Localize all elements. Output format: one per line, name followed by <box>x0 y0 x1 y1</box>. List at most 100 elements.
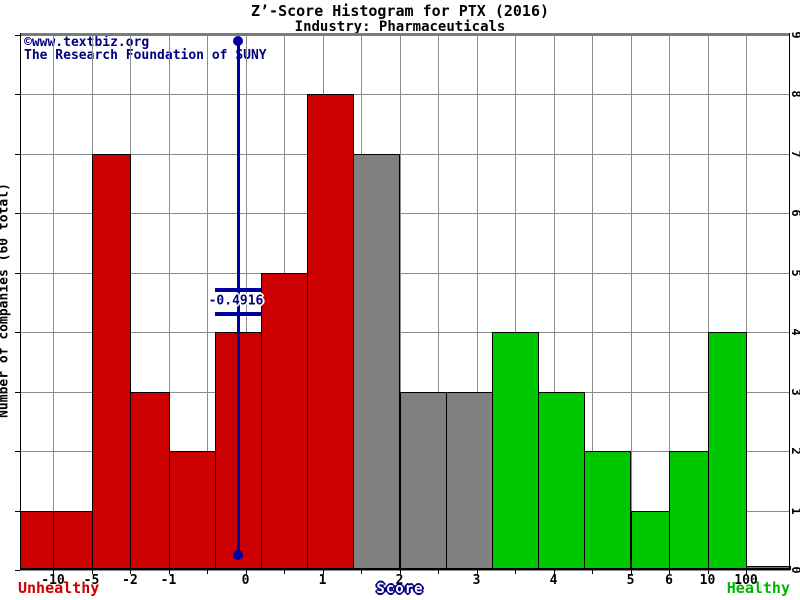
y-axis-title: Number of companies (60 total) <box>0 183 12 418</box>
x-tick-label: -2 <box>122 573 138 588</box>
gridline-vertical <box>630 35 632 570</box>
y-axis-tick <box>15 391 20 393</box>
gridline-vertical <box>553 35 555 570</box>
gridline-vertical <box>438 35 439 570</box>
gridline-horizontal <box>20 94 790 96</box>
histogram-bar <box>669 451 709 570</box>
unhealthy-label: Unhealthy <box>18 579 100 597</box>
x-axis-tick <box>399 570 401 574</box>
x-tick-label: 100 <box>734 573 758 588</box>
histogram-bar <box>353 154 401 570</box>
x-axis-tick <box>130 570 131 574</box>
x-axis-tick <box>707 570 709 574</box>
y-axis-left <box>20 33 21 570</box>
histogram-bar <box>538 392 586 570</box>
x-tick-label: -10 <box>41 573 65 588</box>
healthy-label: Healthy <box>726 579 790 597</box>
score-marker-value-label: -0.4916 <box>208 293 264 309</box>
y-axis-tick <box>15 35 20 36</box>
histogram-bar <box>130 392 170 570</box>
x-axis-tick <box>53 570 54 574</box>
x-axis-tick <box>515 570 516 574</box>
watermark-foundation: The Research Foundation of SUNY <box>24 48 267 63</box>
x-tick-label: 1 <box>318 573 327 588</box>
x-tick-label: 0 <box>241 573 250 588</box>
y-tick-label: 1 <box>789 507 800 514</box>
x-axis-bottom <box>20 568 790 570</box>
histogram-bar <box>399 392 447 570</box>
x-axis-tick <box>207 570 208 574</box>
x-axis-tick <box>168 570 170 574</box>
gridline-horizontal <box>20 272 790 274</box>
x-axis-tick <box>476 570 478 574</box>
plot-top-border <box>20 33 790 36</box>
x-axis-tick <box>746 570 747 574</box>
gridline-horizontal <box>20 153 790 155</box>
gridline-vertical <box>669 35 670 570</box>
score-marker-top-dot <box>233 36 243 46</box>
y-tick-label: 5 <box>789 269 800 276</box>
x-tick-label: 4 <box>549 573 558 588</box>
x-axis-tick <box>553 570 555 574</box>
x-axis-tick <box>322 570 324 574</box>
x-tick-label: 3 <box>472 573 481 588</box>
x-tick-label: 6 <box>665 573 673 588</box>
histogram-bar <box>630 511 670 570</box>
histogram-bar <box>307 94 355 570</box>
watermark-copyright: ©www.textbiz.org <box>24 35 150 50</box>
histogram-bar <box>584 451 632 570</box>
score-marker-line <box>237 40 240 555</box>
y-tick-label: 0 <box>789 566 800 573</box>
y-axis-tick <box>15 94 20 96</box>
x-axis-title: Score <box>376 581 424 597</box>
histogram-bar <box>168 451 216 570</box>
histogram-bar <box>707 332 747 570</box>
score-marker-crossbar <box>215 312 261 316</box>
gridline-vertical <box>245 35 247 570</box>
histogram-bar <box>445 392 493 570</box>
gridline-vertical <box>746 35 747 570</box>
x-axis-tick <box>361 570 362 574</box>
x-axis-tick <box>592 570 593 574</box>
y-tick-label: 4 <box>789 329 800 336</box>
gridline-vertical <box>592 35 593 570</box>
x-axis-tick <box>438 570 439 574</box>
gridline-vertical <box>476 35 478 570</box>
gridline-horizontal <box>20 332 790 334</box>
x-tick-label: 2 <box>395 573 404 588</box>
x-axis-tick <box>669 570 670 574</box>
x-tick-label: 10 <box>699 573 716 588</box>
x-axis-tick <box>630 570 632 574</box>
y-tick-label: 2 <box>789 447 800 454</box>
y-tick-label: 6 <box>789 210 800 217</box>
y-tick-label: 9 <box>789 31 800 38</box>
y-axis-tick <box>15 153 20 155</box>
histogram-bar <box>53 511 93 570</box>
x-tick-label: 5 <box>626 573 635 588</box>
chart-title: Z’-Score Histogram for PTX (2016) <box>250 2 549 20</box>
y-tick-label: 8 <box>789 91 800 98</box>
y-tick-label: 7 <box>789 150 800 157</box>
y-axis-tick <box>15 213 20 215</box>
y-axis-tick <box>15 510 20 512</box>
x-tick-label: -5 <box>83 573 100 588</box>
y-axis-tick <box>15 451 20 453</box>
chart-subtitle: Industry: Pharmaceuticals <box>294 19 506 35</box>
gridline-vertical <box>207 35 208 570</box>
gridline-horizontal <box>20 570 790 571</box>
x-tick-label: -1 <box>160 573 177 588</box>
gridline-vertical <box>53 35 54 570</box>
y-axis-tick <box>15 272 20 274</box>
histogram-bar <box>91 154 131 570</box>
gridline-horizontal <box>20 213 790 215</box>
x-axis-tick <box>284 570 285 574</box>
x-axis-tick <box>91 570 93 574</box>
histogram-bar <box>260 273 309 570</box>
y-axis-right <box>789 33 790 570</box>
y-axis-tick <box>15 570 20 571</box>
y-tick-label: 3 <box>789 388 800 395</box>
histogram-bar <box>20 511 54 570</box>
score-marker-bottom-dot <box>233 550 243 560</box>
score-marker-crossbar <box>215 288 261 292</box>
